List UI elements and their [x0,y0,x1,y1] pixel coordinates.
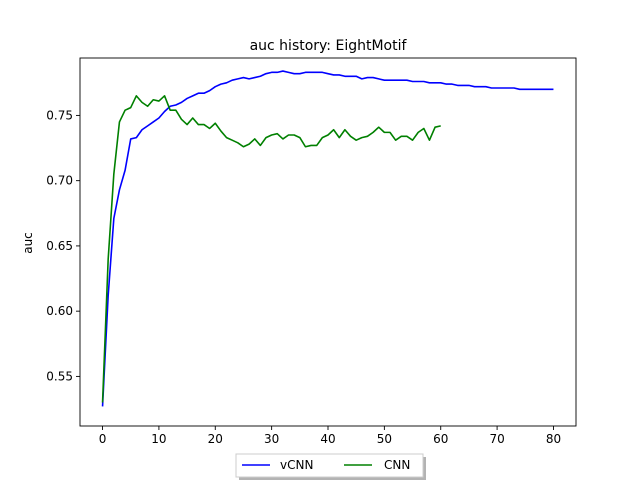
x-tick-label: 10 [151,432,166,446]
y-tick-label: 0.55 [46,369,73,383]
x-tick-label: 20 [208,432,223,446]
legend-label-cnn: CNN [384,458,410,472]
x-tick-label: 70 [489,432,504,446]
x-tick-label: 30 [264,432,279,446]
legend-frame [235,453,424,478]
y-tick-label: 0.60 [46,304,73,318]
series-layer [101,70,554,407]
x-tick-label: 60 [433,432,448,446]
x-tick-label: 40 [320,432,335,446]
y-axis-label: auc [21,232,35,254]
y-tick-label: 0.75 [46,108,73,122]
series-line-vcnn [101,70,554,407]
legend-label-vcnn: vCNN [280,458,313,472]
x-tick-label: 50 [377,432,392,446]
chart-title: auc history: EightMotif [250,38,408,54]
axes-layer: 0 10 20 30 40 50 60 70 80 0.55 0.60 0.65 0.70 0.75 [46,57,577,446]
y-tick-label: 0.70 [46,174,73,188]
series-line-cnn [101,95,441,403]
x-tick-label: 0 [99,432,107,446]
x-tick-label: 80 [546,432,561,446]
y-tick-label: 0.65 [46,239,73,253]
legend: vCNN CNN [235,453,426,480]
